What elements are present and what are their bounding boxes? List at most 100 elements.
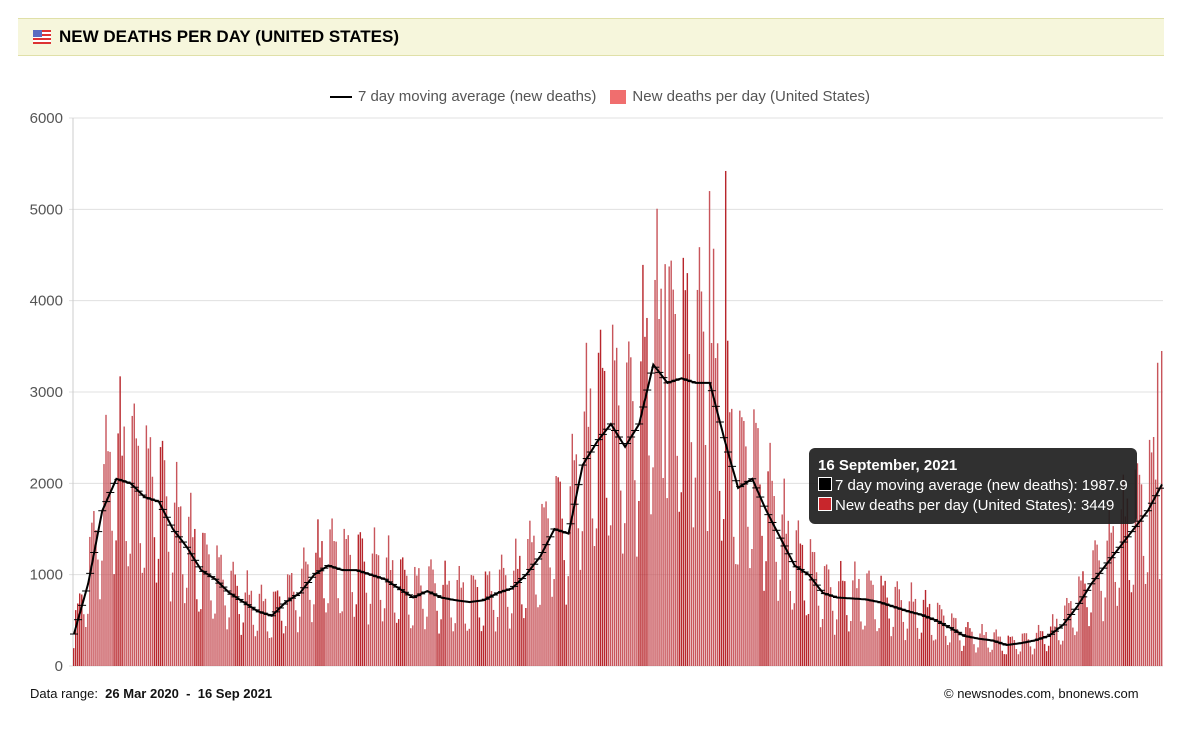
bar (482, 625, 485, 666)
bar (377, 555, 380, 666)
bar (906, 628, 909, 666)
bar (200, 609, 202, 666)
bar (1110, 532, 1112, 666)
bar (888, 618, 890, 666)
bar (910, 582, 913, 666)
legend-item-moving-average[interactable]: 7 day moving average (new deaths) (329, 88, 596, 105)
bar (238, 614, 240, 666)
bar (167, 551, 170, 666)
bar (823, 566, 826, 666)
bar (615, 347, 618, 666)
bar (678, 511, 680, 666)
bar (291, 572, 293, 666)
bar (216, 545, 218, 666)
bar (632, 401, 634, 666)
bar (1058, 640, 1060, 666)
y-tick-label: 3000 (30, 384, 63, 401)
bar (133, 403, 135, 666)
bar (502, 567, 505, 666)
bar (767, 471, 769, 666)
bar (208, 554, 210, 666)
bar (718, 490, 721, 666)
bar (256, 630, 259, 666)
bar (159, 447, 162, 666)
bar (666, 498, 668, 666)
bar (894, 586, 896, 666)
bar (143, 567, 146, 666)
bar (922, 599, 925, 666)
bar (212, 618, 214, 666)
bar (1106, 540, 1108, 666)
bar (436, 610, 438, 666)
bar (228, 617, 230, 666)
bar (240, 634, 242, 666)
bar (397, 619, 400, 666)
bar (129, 553, 131, 666)
bar (876, 631, 878, 666)
bar (1132, 584, 1135, 666)
bar (355, 604, 358, 666)
legend-item-new-deaths[interactable]: New deaths per day (United States) (610, 88, 870, 105)
bar (1015, 648, 1018, 666)
bar (315, 552, 317, 666)
bar (347, 535, 349, 666)
bar (319, 557, 321, 666)
bar (638, 500, 640, 666)
bar (1128, 580, 1131, 666)
bar (601, 367, 604, 666)
bar (1049, 626, 1052, 666)
bar (908, 601, 911, 666)
bar (535, 594, 537, 666)
bar (400, 559, 402, 666)
bar (1070, 601, 1072, 666)
bar (504, 575, 507, 666)
bar (190, 492, 192, 666)
bar (1098, 560, 1100, 666)
bar (99, 599, 101, 666)
bar (729, 412, 731, 666)
bar (226, 629, 228, 666)
bar (759, 484, 761, 666)
bar (163, 460, 166, 666)
bar (234, 574, 236, 666)
bar (951, 613, 953, 666)
bar (258, 593, 261, 666)
bar (408, 614, 410, 666)
bar (831, 610, 834, 666)
bar (264, 598, 267, 666)
bar (533, 535, 535, 666)
bar (704, 444, 707, 666)
bar (747, 526, 749, 666)
bar (525, 608, 527, 666)
bar (434, 583, 436, 666)
bar (317, 519, 319, 666)
bar (898, 589, 900, 666)
bar (664, 264, 666, 666)
bar (135, 438, 137, 666)
bar (1094, 540, 1096, 666)
bar (446, 584, 448, 666)
bar (741, 417, 743, 666)
bar (739, 410, 741, 666)
bar (1054, 626, 1056, 666)
bar (991, 649, 993, 666)
bar (985, 632, 987, 666)
range-sep: - (186, 686, 191, 701)
bar (987, 647, 989, 666)
bar (965, 627, 967, 666)
bar (924, 589, 927, 666)
tooltip-swatch-icon (818, 477, 832, 491)
bar (864, 625, 866, 666)
bar (656, 208, 658, 666)
y-tick-label: 6000 (30, 110, 63, 127)
bar (1086, 607, 1088, 666)
bar (827, 569, 830, 666)
bar (335, 541, 337, 666)
bar (1074, 635, 1076, 666)
bar (121, 455, 123, 666)
bar (107, 451, 109, 666)
us-flag-icon (33, 30, 51, 44)
bar (684, 290, 687, 666)
bar (1126, 498, 1129, 666)
